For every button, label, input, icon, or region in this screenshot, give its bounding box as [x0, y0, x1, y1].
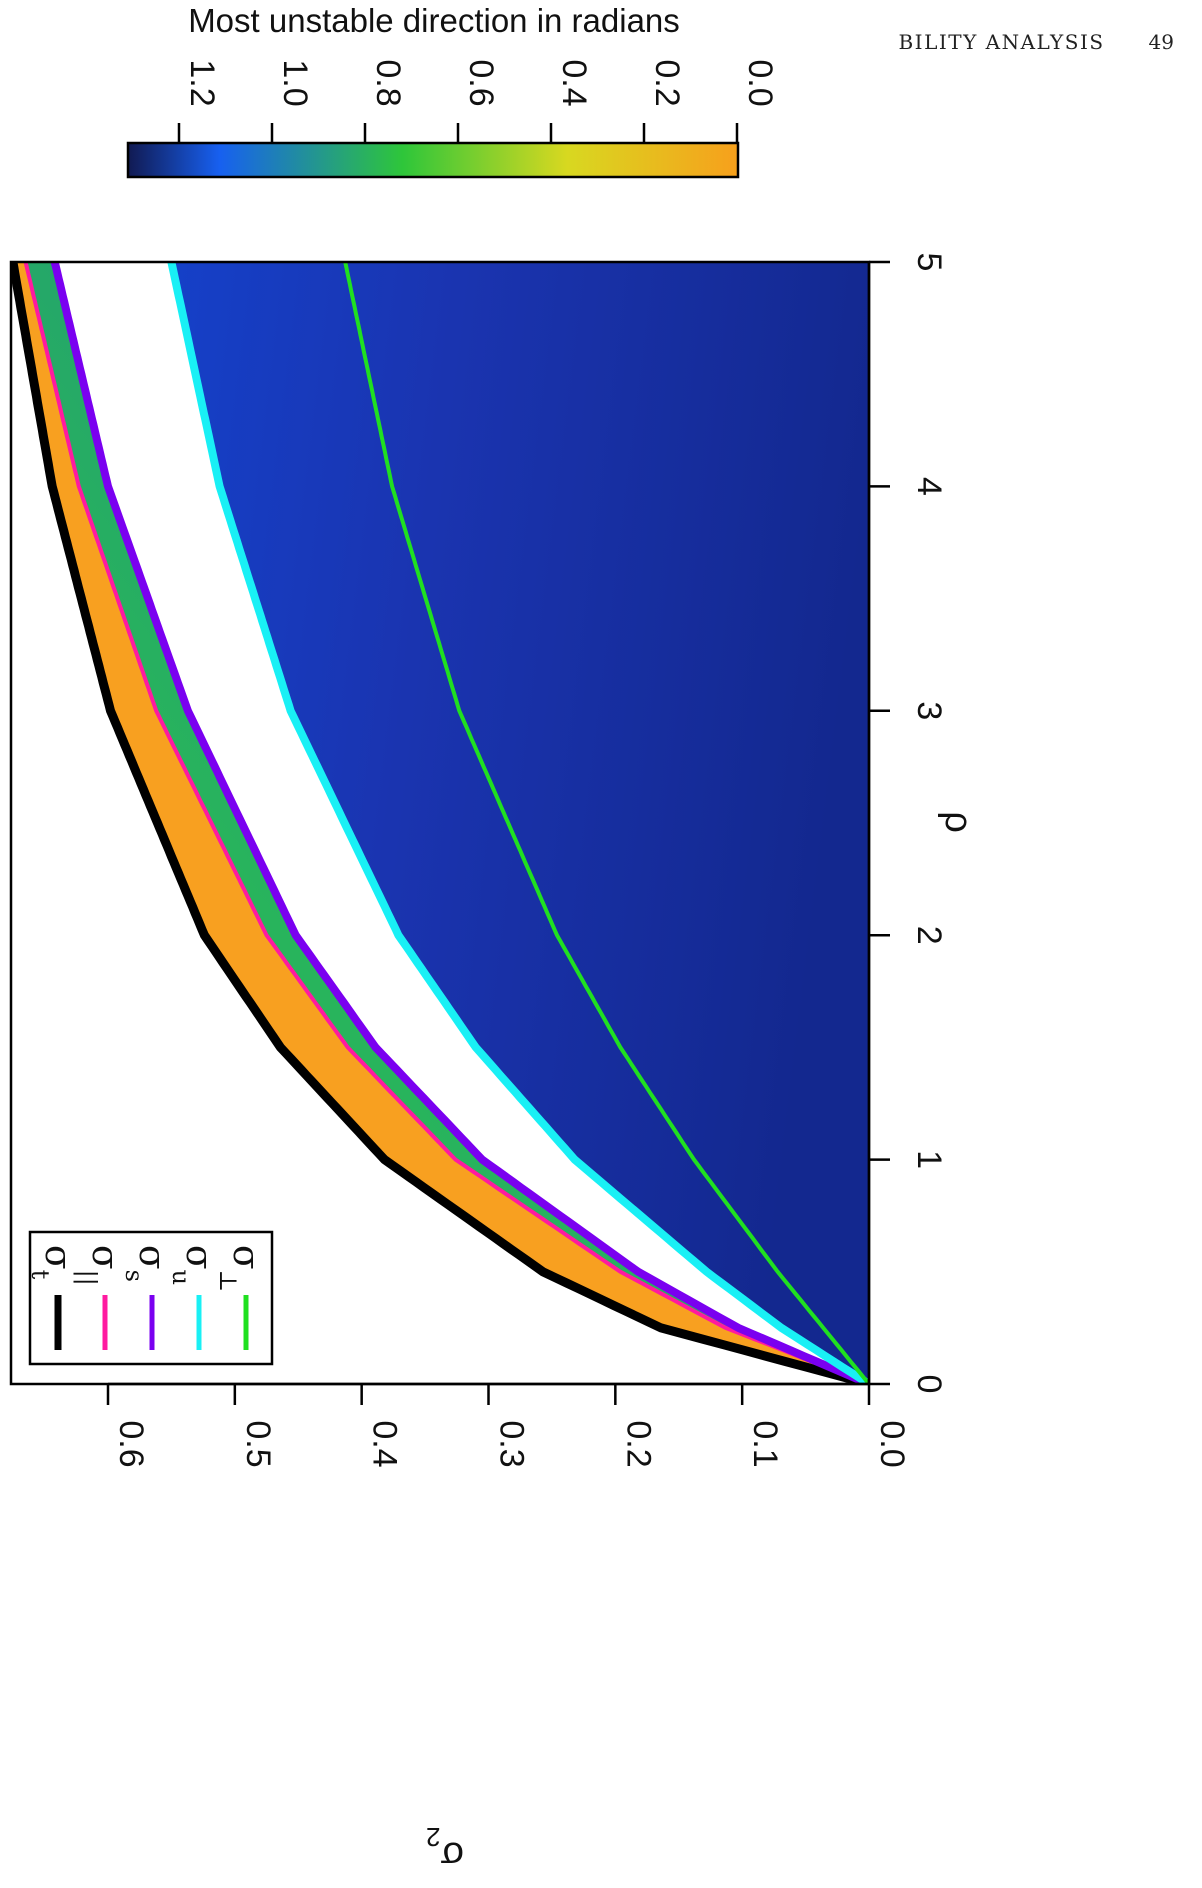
legend-label: σu — [167, 1245, 219, 1285]
x-tick-label: 3 — [910, 701, 948, 720]
colorbar-tick-label: 0.2 — [648, 59, 686, 106]
colorbar-tick-label: 0.8 — [369, 59, 407, 106]
legend-label: σt — [26, 1245, 78, 1280]
colorbar-ticks: 1.2 1.0 0.8 0.6 0.4 0.2 0.0 — [177, 59, 779, 143]
colorbar: Most unstable direction in radians 1.2 1.… — [126, 2, 779, 179]
y-axis-label: σ2 — [426, 1822, 464, 1876]
y-tick-label: 0.3 — [493, 1420, 531, 1467]
x-axis-label: ρ — [937, 811, 979, 833]
x-tick-label: 2 — [910, 926, 948, 945]
colorbar-tick-label: 1.0 — [276, 59, 314, 106]
colorbar-title: Most unstable direction in radians — [188, 2, 680, 39]
x-tick-label: 4 — [910, 477, 948, 496]
page-number: 49 — [1148, 30, 1174, 54]
curve-sigma-parallel — [23, 262, 869, 1384]
y-tick-label: 0.5 — [239, 1420, 277, 1467]
colorbar-tick-label: 0.0 — [741, 59, 779, 106]
curve-sigma-s — [50, 262, 869, 1384]
curve-sigma-t — [11, 262, 869, 1384]
legend-label: σ|| — [72, 1245, 125, 1286]
colorbar-tick-label: 0.4 — [555, 59, 593, 106]
colorbar-tick-label: 0.6 — [462, 59, 500, 106]
curve-sigma-perp — [343, 262, 869, 1384]
x-axis: 0 1 2 3 4 5 — [867, 253, 948, 1394]
curves — [11, 262, 869, 1384]
page-header: BILITY ANALYSIS 49 — [898, 30, 1174, 54]
region-sigma-u-below — [171, 262, 869, 1384]
y-tick-label: 0.6 — [112, 1420, 150, 1467]
legend-label: σs — [120, 1245, 172, 1282]
x-tick-label: 1 — [910, 1150, 948, 1169]
legend-label: σ⊥ — [214, 1245, 266, 1292]
colorbar-gradient — [126, 141, 740, 179]
y-tick-label: 0.1 — [746, 1420, 784, 1467]
region-sigma-t-par — [12, 262, 869, 1384]
y-tick-label: 0.4 — [366, 1420, 404, 1467]
y-tick-label: 0.2 — [619, 1420, 657, 1467]
x-tick-label: 5 — [910, 253, 948, 272]
region-sigma-s-u — [54, 262, 869, 1384]
x-tick-label: 0 — [910, 1375, 948, 1394]
y-axis: 0.0 0.1 0.2 0.3 0.4 0.5 0.6 — [106, 1382, 911, 1468]
curve-sigma-u — [167, 262, 869, 1384]
y-tick-label: 0.0 — [873, 1420, 911, 1467]
running-title: BILITY ANALYSIS — [898, 30, 1105, 54]
colorbar-tick-label: 1.2 — [183, 59, 221, 106]
